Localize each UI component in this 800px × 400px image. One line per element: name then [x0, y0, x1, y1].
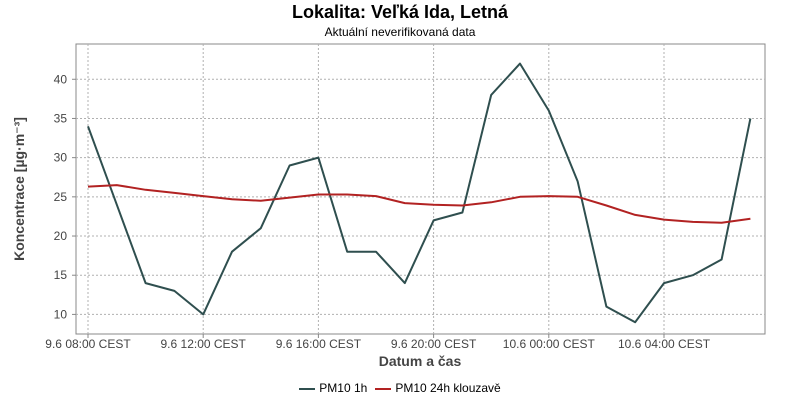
x-tick-label: 10.6 00:00 CEST: [503, 337, 596, 351]
y-tick-label: 15: [54, 268, 68, 282]
y-tick-label: 20: [54, 229, 68, 243]
y-axis-title: Koncentrace [µg·m⁻³]: [11, 117, 27, 261]
x-tick-label: 9.6 12:00 CEST: [161, 337, 247, 351]
series-lines: [87, 62, 752, 324]
legend-item-2: PM10 24h klouzavě: [375, 381, 501, 395]
x-tick-label: 10.6 04:00 CEST: [618, 337, 711, 351]
x-axis: 9.6 08:00 CEST 9.6 12:00 CEST 9.6 16:00 CE…: [45, 334, 711, 351]
chart-title: Lokalita: Veľká Ida, Letná: [291, 2, 508, 22]
plot-area: [75, 43, 766, 335]
x-tick-label: 9.6 20:00 CEST: [391, 337, 477, 351]
x-tick-label: 9.6 16:00 CEST: [276, 337, 362, 351]
series-line-1: [87, 62, 752, 324]
y-tick-label: 40: [54, 72, 68, 86]
legend: PM10 1h PM10 24h klouzavě: [0, 381, 800, 395]
legend-swatch: [299, 387, 316, 390]
x-tick-label: 9.6 08:00 CEST: [45, 337, 131, 351]
y-tick-label: 35: [54, 111, 68, 125]
legend-item-1: PM10 1h: [299, 381, 367, 395]
y-tick-label: 10: [54, 307, 68, 321]
y-axis: 10 15 20 25 30 35 40: [54, 72, 76, 321]
y-tick-label: 30: [54, 151, 68, 165]
legend-label: PM10 1h: [319, 381, 368, 395]
legend-label: PM10 24h klouzavě: [395, 381, 501, 395]
grid: [76, 44, 765, 334]
x-axis-title: Datum a čas: [379, 353, 462, 369]
chart-subtitle: Aktuální neverifikovaná data: [324, 25, 476, 39]
series-line-2: [87, 184, 751, 224]
y-tick-label: 25: [54, 190, 68, 204]
legend-swatch: [375, 387, 392, 390]
